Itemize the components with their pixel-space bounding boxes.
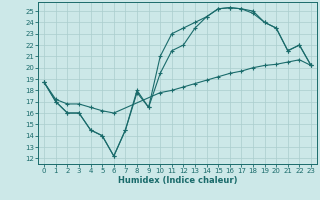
- X-axis label: Humidex (Indice chaleur): Humidex (Indice chaleur): [118, 176, 237, 185]
